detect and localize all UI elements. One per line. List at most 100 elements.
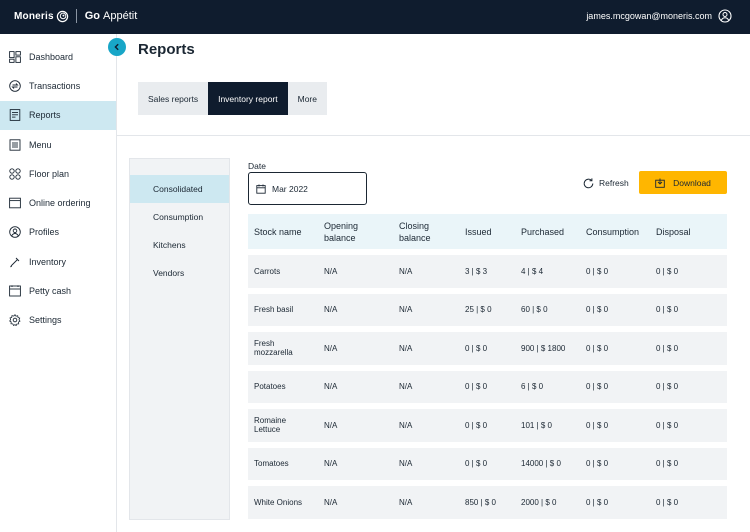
column-header-opening-balance: Opening balance — [318, 214, 393, 249]
column-header-closing-balance: Closing balance — [393, 214, 459, 249]
download-icon — [655, 178, 665, 188]
subnav-item-kitchens[interactable]: Kitchens — [153, 240, 186, 250]
table-cell-disposal: 0 | $ 0 — [650, 486, 727, 519]
table-cell-consumption: 0 | $ 0 — [580, 332, 650, 365]
sidebar-item-label: Transactions — [29, 80, 81, 91]
brand-logo[interactable]: Moneris Go Appétit — [14, 9, 137, 23]
inventory-table: Stock name Opening balance Closing balance… — [248, 214, 727, 519]
table-cell-issued: 0 | $ 0 — [459, 409, 515, 442]
sidebar-item-dashboard[interactable]: Dashboard — [0, 42, 116, 71]
column-header-consumption: Consumption — [580, 214, 650, 249]
table-cell-issued: 0 | $ 0 — [459, 447, 515, 480]
sidebar-item-petty-cash[interactable]: Petty cash — [0, 276, 116, 305]
table-cell-consumption: 0 | $ 0 — [580, 486, 650, 519]
column-header-disposal: Disposal — [650, 214, 727, 249]
table-cell-closing-balance: N/A — [393, 370, 459, 403]
table-cell-opening-balance: N/A — [318, 370, 393, 403]
product-name-bold: Go — [84, 10, 101, 22]
table-cell-purchased: 101 | $ 0 — [515, 409, 580, 442]
brand-divider — [75, 9, 77, 23]
moneris-swirl-icon — [56, 10, 68, 22]
online-ordering-icon — [9, 197, 21, 209]
subnav-item-vendors[interactable]: Vendors — [153, 268, 185, 278]
chevron-left-icon — [114, 43, 119, 51]
date-picker[interactable]: Mar 2022 — [248, 172, 367, 205]
table-cell-stock-name: White Onions — [248, 486, 318, 519]
tab-sales-reports[interactable]: Sales reports — [138, 82, 209, 115]
table-cell-opening-balance: N/A — [318, 409, 393, 442]
report-subnav: Consolidated Consumption Kitchens Vendors — [129, 158, 230, 520]
table-row: Fresh mozzarella N/A N/A 0 | $ 0 900 | $ 180… — [248, 332, 727, 365]
tab-inventory-report[interactable]: Inventory report — [208, 82, 288, 115]
sidebar-item-label: Profiles — [29, 227, 60, 238]
column-header-issued: Issued — [459, 214, 515, 249]
table-cell-disposal: 0 | $ 0 — [650, 293, 727, 326]
profiles-icon — [9, 226, 21, 239]
sidebar-item-floor-plan[interactable]: Floor plan — [0, 159, 116, 188]
table-cell-closing-balance: N/A — [393, 255, 459, 288]
sidebar-item-profiles[interactable]: Profiles — [0, 218, 116, 247]
table-cell-purchased: 14000 | $ 0 — [515, 447, 580, 480]
sidebar-item-label: Menu — [29, 139, 52, 150]
table-cell-purchased: 900 | $ 1800 — [515, 332, 580, 365]
product-name: Appétit — [103, 10, 138, 22]
table-cell-disposal: 0 | $ 0 — [650, 332, 727, 365]
table-cell-stock-name: Tomatoes — [248, 447, 318, 480]
table-cell-closing-balance: N/A — [393, 332, 459, 365]
column-header-stock-name: Stock name — [248, 214, 318, 249]
table-cell-purchased: 60 | $ 0 — [515, 293, 580, 326]
table-cell-consumption: 0 | $ 0 — [580, 255, 650, 288]
sidebar-item-menu[interactable]: Menu — [0, 130, 116, 159]
table-cell-stock-name: Fresh basil — [248, 293, 318, 326]
date-label: Date — [248, 161, 266, 171]
sidebar-item-inventory[interactable]: Inventory — [0, 247, 116, 276]
date-value: Mar 2022 — [272, 183, 308, 194]
transactions-icon — [9, 80, 21, 92]
table-cell-disposal: 0 | $ 0 — [650, 409, 727, 442]
sidebar-item-settings[interactable]: Settings — [0, 306, 116, 335]
sidebar-item-label: Petty cash — [29, 286, 72, 297]
user-avatar-icon[interactable] — [718, 9, 732, 23]
table-cell-disposal: 0 | $ 0 — [650, 370, 727, 403]
table-cell-purchased: 4 | $ 4 — [515, 255, 580, 288]
inventory-icon — [9, 256, 21, 268]
petty-cash-icon — [9, 285, 21, 297]
sidebar-item-label: Dashboard — [29, 51, 74, 62]
table-cell-consumption: 0 | $ 0 — [580, 447, 650, 480]
table-cell-purchased: 6 | $ 0 — [515, 370, 580, 403]
settings-icon — [9, 314, 21, 327]
refresh-button[interactable]: Refresh — [582, 175, 629, 191]
table-cell-consumption: 0 | $ 0 — [580, 409, 650, 442]
table-cell-closing-balance: N/A — [393, 293, 459, 326]
top-bar: Moneris Go Appétit james.mcgowan@moneris… — [0, 0, 750, 34]
sidebar-item-online-ordering[interactable]: Online ordering — [0, 188, 116, 217]
user-email: james.mcgowan@moneris.com — [586, 11, 712, 21]
subnav-item-consolidated[interactable]: Consolidated — [130, 175, 229, 203]
menu-icon — [9, 138, 21, 151]
table-cell-issued: 0 | $ 0 — [459, 370, 515, 403]
subnav-item-consumption[interactable]: Consumption — [153, 212, 204, 222]
table-cell-issued: 0 | $ 0 — [459, 332, 515, 365]
table-cell-stock-name: Carrots — [248, 255, 318, 288]
user-menu[interactable]: james.mcgowan@moneris.com — [586, 9, 732, 23]
column-header-purchased: Purchased — [515, 214, 580, 249]
sidebar-item-transactions[interactable]: Transactions — [0, 71, 116, 100]
tab-more[interactable]: More — [287, 82, 327, 115]
table-cell-disposal: 0 | $ 0 — [650, 255, 727, 288]
sidebar-item-reports[interactable]: Reports — [0, 100, 116, 130]
table-cell-opening-balance: N/A — [318, 293, 393, 326]
sidebar-item-label: Inventory — [29, 256, 67, 267]
dashboard-icon — [9, 50, 21, 63]
table-header-row: Stock name Opening balance Closing balance… — [248, 214, 727, 249]
table-cell-stock-name: Fresh mozzarella — [248, 332, 318, 365]
sidebar-item-label: Settings — [29, 315, 62, 326]
table-cell-purchased: 2000 | $ 0 — [515, 486, 580, 519]
sidebar-item-label: Reports — [29, 110, 61, 121]
table-cell-closing-balance: N/A — [393, 447, 459, 480]
collapse-sidebar-button[interactable] — [108, 38, 126, 56]
download-button[interactable]: Download — [639, 171, 727, 194]
